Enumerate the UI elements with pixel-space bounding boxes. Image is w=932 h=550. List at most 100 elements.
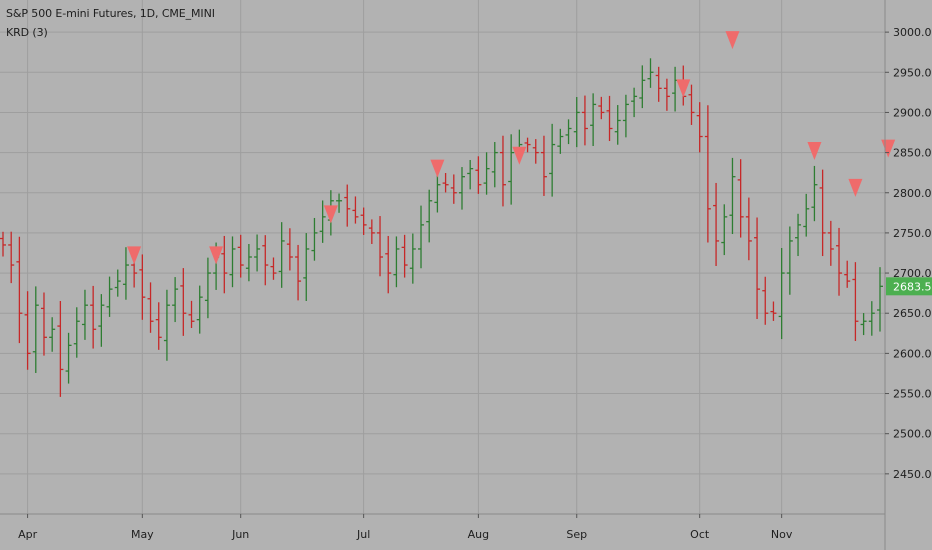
ohlc-bar: [860, 313, 867, 336]
ohlc-bar: [565, 119, 572, 145]
ohlc-bar: [729, 157, 736, 235]
ohlc-bar: [786, 226, 793, 295]
ohlc-bar: [877, 267, 883, 332]
y-tick-label: 2650.00: [893, 307, 932, 320]
x-tick-label: Aug: [468, 528, 489, 541]
ohlc-bar: [188, 300, 195, 328]
ohlc-bar: [49, 317, 56, 352]
ohlc-bar: [360, 207, 367, 235]
ohlc-bar: [204, 257, 211, 319]
ohlc-bar: [245, 243, 252, 282]
ohlc-bar: [704, 105, 711, 243]
x-tick-label: Apr: [18, 528, 38, 541]
y-tick-label: 2500.00: [893, 428, 932, 441]
ohlc-bar: [836, 227, 843, 296]
ohlc-bar: [450, 174, 457, 204]
x-tick-label: May: [131, 528, 154, 541]
ohlc-bar: [803, 193, 810, 237]
y-tick-label: 2450.00: [893, 468, 932, 481]
indicator-label[interactable]: KRD (3): [6, 26, 48, 39]
ohlc-bar: [229, 236, 236, 288]
ohlc-bar: [278, 222, 285, 288]
ohlc-bar: [549, 123, 556, 197]
ohlc-bar: [8, 231, 15, 284]
ohlc-bar: [303, 233, 310, 302]
ohlc-bar: [163, 289, 170, 361]
ohlc-bar: [352, 196, 359, 224]
ohlc-bar: [606, 95, 613, 142]
ohlc-bar: [499, 135, 506, 207]
ohlc-bar: [90, 285, 97, 349]
ohlc-bar: [745, 197, 752, 261]
ohlc-bar: [622, 94, 629, 138]
ohlc-bar: [385, 235, 392, 294]
ohlc-bar: [491, 141, 498, 188]
ohlc-bar: [778, 248, 785, 340]
ohlc-bar: [713, 182, 720, 266]
ohlc-bar: [262, 235, 269, 286]
x-tick-label: Nov: [771, 528, 793, 541]
y-tick-label: 2700.00: [893, 267, 932, 280]
ohlc-bar: [663, 78, 670, 111]
ohlc-bar: [754, 217, 761, 320]
y-tick-label: 2550.00: [893, 388, 932, 401]
ohlc-bar: [647, 58, 654, 88]
ohlc-bar: [721, 204, 728, 256]
ohlc-bar: [65, 332, 72, 384]
ohlc-bar: [532, 139, 539, 164]
ohlc-bar: [827, 220, 834, 266]
y-tick-label: 2800.00: [893, 187, 932, 200]
krd-marker: [512, 146, 527, 165]
ohlc-bar: [573, 97, 580, 148]
ohlc-bar: [172, 277, 179, 323]
ohlc-bar: [581, 95, 588, 146]
ohlc-bar: [270, 257, 277, 280]
ohlc-bar: [442, 172, 449, 193]
ohlc-bar: [81, 289, 88, 340]
ohlc-bar: [114, 269, 121, 297]
ohlc-bar: [590, 93, 597, 147]
ohlc-bar: [540, 135, 547, 196]
x-tick-label: Jul: [356, 528, 370, 541]
ohlc-bar: [286, 228, 293, 271]
ohlc-bar: [434, 172, 441, 213]
ohlc-bar: [344, 184, 351, 227]
ohlc-bar: [0, 231, 6, 257]
ohlc-bar: [524, 137, 531, 153]
ohlc-bar: [672, 66, 679, 112]
ohlc-bar: [614, 105, 621, 145]
ohlc-bar: [147, 282, 154, 333]
ohlc-bar: [98, 294, 105, 347]
ohlc-bar: [40, 292, 47, 356]
ohlc-bar: [426, 189, 433, 243]
krd-marker: [430, 159, 445, 178]
ohlc-bar: [467, 159, 474, 190]
ohlc-bar: [557, 128, 564, 154]
krd-marker: [209, 246, 224, 265]
ohlc-bar: [508, 134, 515, 205]
ohlc-bar: [598, 96, 605, 120]
ohlc-bar: [696, 102, 703, 153]
ohlc-bar: [401, 234, 408, 278]
y-tick-label: 2600.00: [893, 347, 932, 360]
krd-marker: [323, 205, 338, 224]
ohlc-bar: [631, 87, 638, 118]
ohlc-bar: [254, 234, 261, 272]
krd-marker: [807, 141, 822, 160]
chart-title[interactable]: S&P 500 E-mini Futures, 1D, CME_MINI: [6, 7, 215, 20]
x-tick-label: Sep: [566, 528, 587, 541]
ohlc-bar: [73, 307, 80, 358]
last-price-label: 2683.50: [893, 280, 932, 293]
ohlc-bar: [336, 193, 343, 213]
y-tick-label: 2750.00: [893, 227, 932, 240]
ohlc-bar: [24, 291, 31, 370]
ohlc-bar: [180, 268, 187, 336]
ohlc-bar: [852, 262, 859, 342]
y-tick-label: 2900.00: [893, 106, 932, 119]
ohlc-bar: [295, 244, 302, 301]
krd-marker: [676, 79, 691, 98]
y-tick-label: 2950.00: [893, 66, 932, 79]
